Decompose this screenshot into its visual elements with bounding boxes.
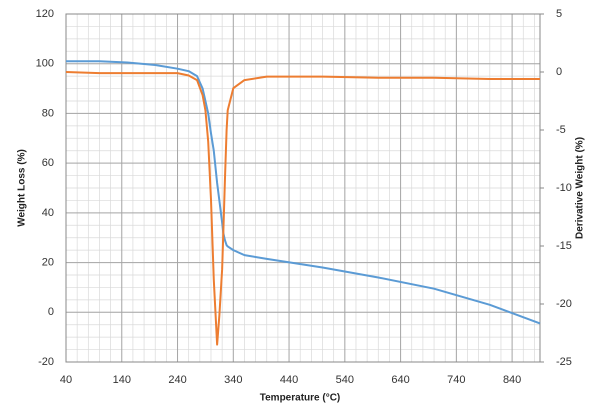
y-tick-label: 20 — [42, 256, 54, 268]
x-axis-label: Temperature (°C) — [260, 393, 341, 404]
y-tick-label: 80 — [42, 107, 54, 119]
y-tick-label: 100 — [36, 58, 54, 70]
y2-tick-label: -25 — [556, 356, 572, 368]
x-tick-label: 140 — [113, 374, 131, 386]
x-tick-label: 540 — [336, 374, 354, 386]
y2-tick-label: -10 — [556, 182, 572, 194]
y2-tick-label: 5 — [556, 8, 562, 20]
y2-tick-label: -20 — [556, 298, 572, 310]
y2-tick-label: -5 — [556, 124, 566, 136]
x-tick-label: 640 — [391, 374, 409, 386]
x-tick-label: 40 — [60, 374, 72, 386]
x-tick-label: 240 — [168, 374, 186, 386]
data-line — [65, 71, 540, 346]
y-tick-label: -20 — [38, 356, 54, 368]
y2-tick-label: 0 — [556, 66, 562, 78]
plot-border — [65, 13, 541, 363]
data-line — [66, 60, 541, 325]
x-tick-label: 340 — [224, 374, 242, 386]
y-tick-label: 60 — [42, 157, 54, 169]
y2-tick-label: -15 — [556, 240, 572, 252]
y-axis-label: Weight Loss (%) — [17, 149, 28, 227]
y-tick-label: 120 — [36, 8, 54, 20]
x-tick-label: 840 — [503, 374, 521, 386]
y-tick-label: 40 — [42, 207, 54, 219]
y-tick-label: 0 — [48, 306, 54, 318]
x-tick-label: 740 — [447, 374, 465, 386]
y2-axis-label: Derivative Weight (%) — [575, 137, 586, 239]
x-tick-label: 440 — [280, 374, 298, 386]
